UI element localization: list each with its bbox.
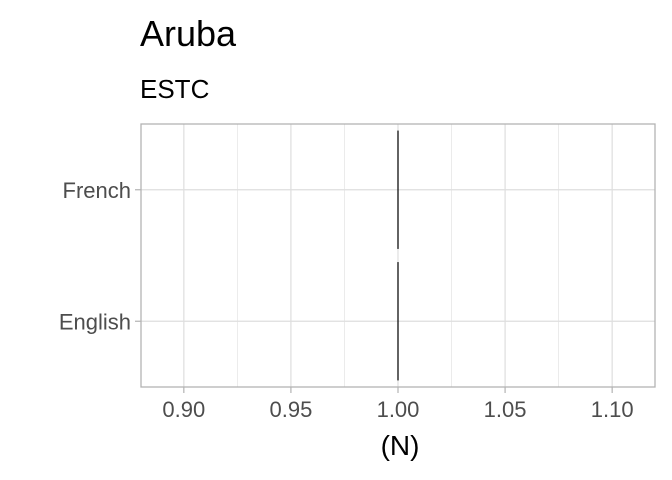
x-tick-label: 1.05 xyxy=(484,397,527,422)
x-tick-label: 1.00 xyxy=(377,397,420,422)
bar-english xyxy=(397,262,399,381)
chart-title: Aruba xyxy=(140,13,237,54)
x-tick-label: 1.10 xyxy=(591,397,634,422)
x-tick-label: 0.95 xyxy=(270,397,313,422)
y-tick-label: French xyxy=(63,178,131,203)
x-tick-label: 0.90 xyxy=(162,397,205,422)
axis-layer: 0.90 0.95 1.00 1.05 1.10 French English xyxy=(59,178,634,422)
bars-layer xyxy=(397,130,399,381)
x-axis-title: (N) xyxy=(381,430,420,461)
bar-french xyxy=(397,130,399,249)
chart-subtitle: ESTC xyxy=(140,74,209,104)
y-tick-label: English xyxy=(59,309,131,334)
